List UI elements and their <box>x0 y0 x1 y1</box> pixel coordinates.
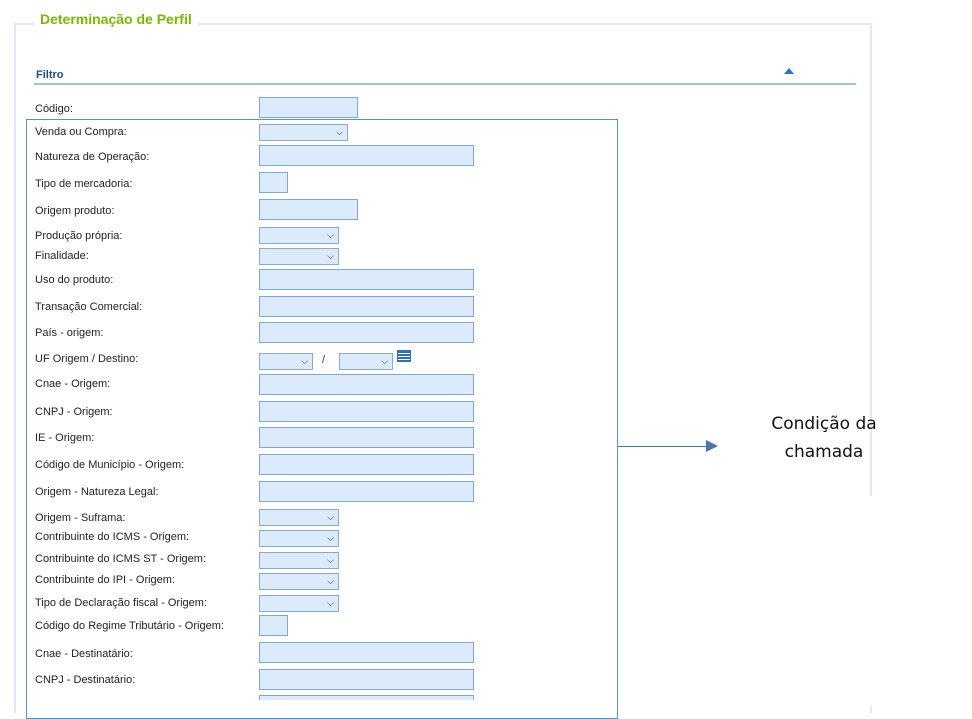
cnpj-destinatario-input[interactable] <box>259 669 474 690</box>
label-venda-compra: Venda ou Compra: <box>35 126 127 138</box>
label-uso-produto: Uso do produto: <box>35 274 114 286</box>
label-cnpj-destinatario: CNPJ - Destinatário: <box>35 674 136 686</box>
filter-section-title: Filtro <box>36 69 64 81</box>
label-codigo-municipio-origem: Código de Município - Origem: <box>35 459 185 471</box>
callout-line-2: chamada <box>784 442 864 462</box>
producao-propria-select[interactable]: ⌵ <box>259 227 339 244</box>
callout-line-1: Condição da <box>771 414 877 434</box>
ie-origem-input[interactable] <box>259 427 474 448</box>
label-codigo-regime-tributario-origem: Código do Regime Tributário - Origem: <box>35 620 224 632</box>
arrow-right-icon <box>706 440 718 452</box>
uf-destino-select[interactable]: ⌵ <box>339 353 393 370</box>
panel-border-gap <box>866 496 878 706</box>
chevron-down-icon: ⌵ <box>327 598 334 608</box>
finalidade-select[interactable]: ⌵ <box>259 248 339 265</box>
label-tipo-declaracao-fiscal-origem: Tipo de Declaração fiscal - Origem: <box>35 597 207 609</box>
filter-divider <box>34 83 856 85</box>
label-producao-propria: Produção própria: <box>35 230 123 242</box>
chevron-down-icon: ⌵ <box>336 127 343 137</box>
contribuinte-ipi-origem-select[interactable]: ⌵ <box>259 573 339 590</box>
chevron-down-icon: ⌵ <box>327 576 334 586</box>
codigo-input[interactable] <box>259 97 358 118</box>
label-contribuinte-icms-st-origem: Contribuinte do ICMS ST - Origem: <box>35 553 206 565</box>
origem-suframa-select[interactable]: ⌵ <box>259 509 339 526</box>
label-ie-origem: IE - Origem: <box>35 432 95 444</box>
label-origem-natureza-legal: Origem - Natureza Legal: <box>35 486 159 498</box>
label-cnae-origem: Cnae - Origem: <box>35 378 111 390</box>
label-pais-origem: País - origem: <box>35 327 104 339</box>
label-origem-produto: Origem produto: <box>35 205 115 217</box>
chevron-down-icon: ⌵ <box>327 251 334 261</box>
venda-compra-select[interactable]: ⌵ <box>259 124 348 141</box>
transacao-comercial-input[interactable] <box>259 296 474 317</box>
origem-produto-input[interactable] <box>259 199 358 220</box>
cnpj-origem-input[interactable] <box>259 401 474 422</box>
cnae-origem-input[interactable] <box>259 374 474 395</box>
label-finalidade: Finalidade: <box>35 250 89 262</box>
chevron-down-icon: ⌵ <box>301 356 308 366</box>
label-cnae-destinatario: Cnae - Destinatário: <box>35 648 133 660</box>
annotation-callout: Condição da chamada <box>754 410 894 466</box>
chevron-down-icon: ⌵ <box>327 533 334 543</box>
label-contribuinte-icms-origem: Contribuinte do ICMS - Origem: <box>35 531 190 543</box>
label-tipo-mercadoria: Tipo de mercadoria: <box>35 178 133 190</box>
annotation-arrow-line <box>618 446 708 447</box>
list-icon[interactable] <box>397 350 411 362</box>
chevron-down-icon: ⌵ <box>327 230 334 240</box>
label-uf-origem-destino: UF Origem / Destino: <box>35 353 139 365</box>
label-cnpj-origem: CNPJ - Origem: <box>35 406 113 418</box>
label-transacao-comercial: Transação Comercial: <box>35 301 143 313</box>
label-codigo: Código: <box>35 103 73 115</box>
perfil-fieldset <box>14 23 872 713</box>
contribuinte-icms-origem-select[interactable]: ⌵ <box>259 530 339 547</box>
codigo-municipio-origem-input[interactable] <box>259 454 474 475</box>
chevron-down-icon: ⌵ <box>327 512 334 522</box>
contribuinte-icms-st-origem-select[interactable]: ⌵ <box>259 552 339 569</box>
label-contribuinte-ipi-origem: Contribuinte do IPI - Origem: <box>35 574 176 586</box>
cnae-destinatario-input[interactable] <box>259 642 474 663</box>
origem-natureza-legal-input[interactable] <box>259 481 474 502</box>
next-field-input[interactable] <box>259 695 474 700</box>
uf-separator: / <box>322 354 326 366</box>
fieldset-legend: Determinação de Perfil <box>34 11 198 27</box>
codigo-regime-tributario-origem-input[interactable] <box>259 615 288 636</box>
uso-produto-input[interactable] <box>259 269 474 290</box>
chevron-down-icon: ⌵ <box>381 356 388 366</box>
tipo-mercadoria-input[interactable] <box>259 172 288 193</box>
label-natureza-operacao: Natureza de Operação: <box>35 151 150 163</box>
chevron-down-icon: ⌵ <box>327 555 334 565</box>
pais-origem-input[interactable] <box>259 322 474 343</box>
label-origem-suframa: Origem - Suframa: <box>35 512 126 524</box>
tipo-declaracao-fiscal-origem-select[interactable]: ⌵ <box>259 595 339 612</box>
uf-origem-select[interactable]: ⌵ <box>259 353 313 370</box>
collapse-triangle-up-icon[interactable] <box>784 68 794 74</box>
natureza-operacao-input[interactable] <box>259 145 474 166</box>
